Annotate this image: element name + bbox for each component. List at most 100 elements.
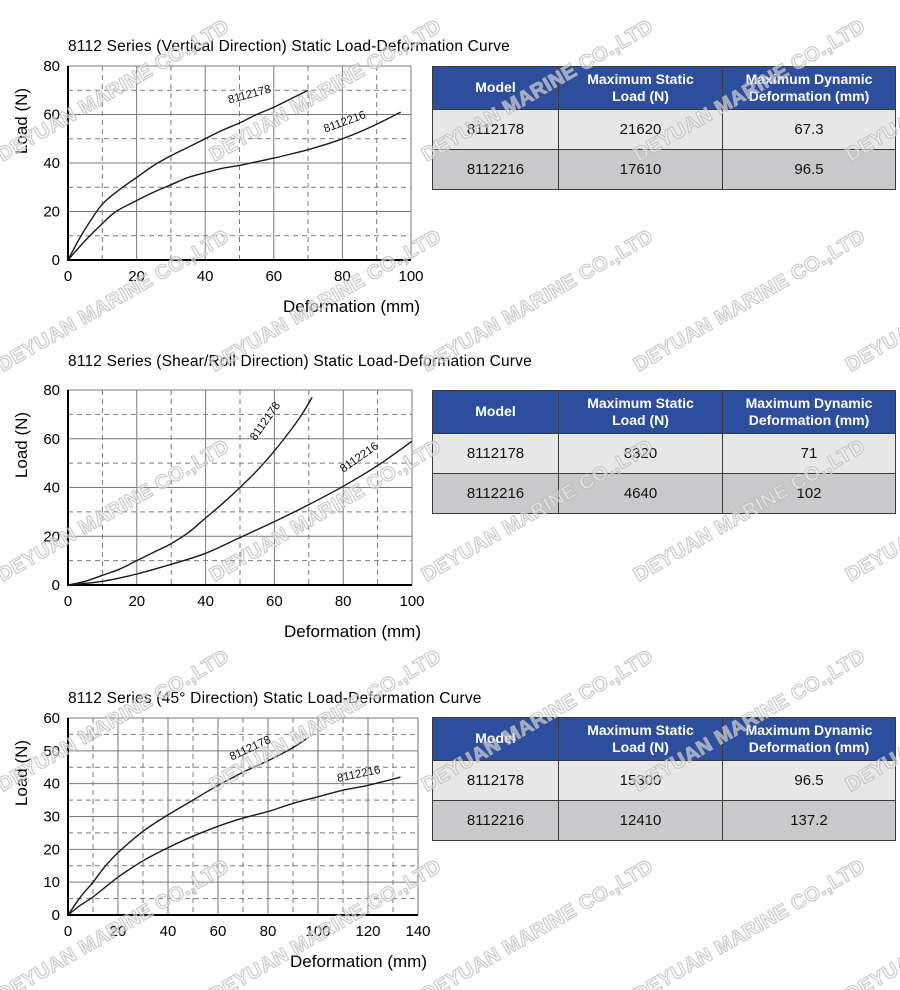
table-cell: 67.3 [722,109,896,150]
spec-table-45deg: Model Maximum Static Load (N) Maximum Dyna… [432,717,896,841]
table-row: 8112178 21620 67.3 [432,109,896,150]
table-cell: 21620 [558,109,723,150]
table-cell: 71 [722,433,896,474]
table-cell: 8320 [558,433,723,474]
table-cell: 4640 [558,473,723,514]
x-tick-label: 40 [197,268,214,285]
table-cell: 15300 [558,760,723,801]
y-tick-label: 80 [43,382,60,399]
x-axis-title: Deformation (mm) [284,622,421,641]
y-tick-label: 80 [43,58,60,75]
curve-8112178 [67,396,313,586]
y-tick-label: 60 [43,107,60,124]
table-header-cell: Maximum Dynamic Deformation (mm) [722,717,896,761]
watermark-text: DEYUAN MARINE CO.,LTD [841,225,900,377]
curve-label-8112178: 8112178 [227,84,273,107]
curve-8112216 [67,111,402,261]
x-tick-label: 80 [334,268,351,285]
table-cell: 96.5 [722,760,896,801]
watermark-text: DEYUAN MARINE CO.,LTD [629,855,870,990]
x-tick-label: 0 [64,923,72,940]
x-tick-label: 40 [160,923,177,940]
y-tick-label: 40 [43,155,60,172]
x-axis-title: Deformation (mm) [290,952,427,971]
x-tick-label: 80 [260,923,277,940]
chart-shear-roll-direction: 0 20 40 60 80 100 0 20 40 60 80 Deformation (mm) Loa… [12,382,425,641]
table-row: 8112178 8320 71 [432,433,896,474]
y-axis-title: Load (N) [12,412,31,478]
x-tick-label: 60 [265,268,282,285]
x-tick-label: 0 [64,268,72,285]
y-axis-title: Load (N) [12,740,31,806]
table-cell: 8112216 [432,473,559,514]
x-tick-label: 100 [398,268,423,285]
x-tick-label: 120 [355,923,380,940]
table-cell: 137.2 [722,800,896,841]
table-cell: 102 [722,473,896,514]
curve-8112216 [67,440,413,586]
curve-label-8112178: 8112178 [228,734,273,763]
curve-8112178 [67,737,309,916]
table-header-cell: Model [432,390,559,434]
x-tick-label: 0 [64,593,72,610]
table-cell: 8112178 [432,109,559,150]
x-tick-label: 20 [128,593,145,610]
table-cell: 8112178 [432,760,559,801]
x-tick-label: 140 [405,923,430,940]
watermark-text: DEYUAN MARINE CO.,LTD [417,855,658,990]
curve-label-8112178: 8112178 [248,400,283,443]
y-tick-label: 40 [43,480,60,497]
table-cell: 8112216 [432,800,559,841]
y-axis-title: Load (N) [12,88,31,154]
y-tick-label: 60 [43,710,60,727]
x-tick-label: 100 [305,923,330,940]
chart-title-45deg: 8112 Series (45° Direction) Static Load-… [68,690,482,707]
table-header-cell: Maximum Static Load (N) [558,66,723,110]
table-cell: 8112178 [432,433,559,474]
x-tick-label: 20 [128,268,145,285]
y-tick-label: 0 [52,907,60,924]
x-tick-label: 100 [399,593,424,610]
x-tick-label: 60 [210,923,227,940]
y-tick-label: 20 [43,204,60,221]
y-tick-label: 20 [43,528,60,545]
curve-label-8112216: 8112216 [338,440,381,475]
y-tick-label: 50 [43,743,60,760]
table-header-cell: Maximum Dynamic Deformation (mm) [722,66,896,110]
y-tick-label: 10 [43,874,60,891]
table-header-cell: Maximum Dynamic Deformation (mm) [722,390,896,434]
y-tick-label: 20 [43,841,60,858]
watermark-text: DEYUAN MARINE CO.,LTD [841,855,900,990]
chart-title-shear-roll: 8112 Series (Shear/Roll Direction) Stati… [68,353,532,370]
table-cell: 8112216 [432,149,559,190]
table-header-cell: Maximum Static Load (N) [558,717,723,761]
table-header-cell: Maximum Static Load (N) [558,390,723,434]
table-header-cell: Model [432,717,559,761]
y-tick-label: 40 [43,776,60,793]
x-tick-label: 80 [335,593,352,610]
table-row: 8112216 12410 137.2 [432,800,896,841]
table-cell: 96.5 [722,149,896,190]
x-axis-title: Deformation (mm) [283,297,420,316]
curve-8112178 [67,89,309,261]
table-cell: 17610 [558,149,723,190]
chart-title-vertical: 8112 Series (Vertical Direction) Static … [68,38,510,55]
table-row: 8112178 15300 96.5 [432,760,896,801]
y-tick-label: 60 [43,431,60,448]
watermark-text: DEYUAN MARINE CO.,LTD [629,225,870,377]
table-row: 8112216 17610 96.5 [432,149,896,190]
y-tick-label: 0 [52,252,60,269]
table-row: 8112216 4640 102 [432,473,896,514]
table-cell: 12410 [558,800,723,841]
table-header-cell: Model [432,66,559,110]
y-tick-label: 0 [52,577,60,594]
x-tick-label: 40 [197,593,214,610]
chart-45deg-direction: 0 20 40 60 80 100 120 140 0 10 20 30 40 50 60 Deformati… [12,710,431,971]
spec-table-shear-roll: Model Maximum Static Load (N) Maximum Dyna… [432,390,896,514]
chart-vertical-direction: 0 20 40 60 80 100 0 20 40 60 80 Deformation (mm) Loa… [12,58,424,316]
x-tick-label: 20 [110,923,127,940]
y-tick-label: 30 [43,809,60,826]
spec-table-vertical: Model Maximum Static Load (N) Maximum Dyna… [432,66,896,190]
curve-8112216 [67,776,401,916]
